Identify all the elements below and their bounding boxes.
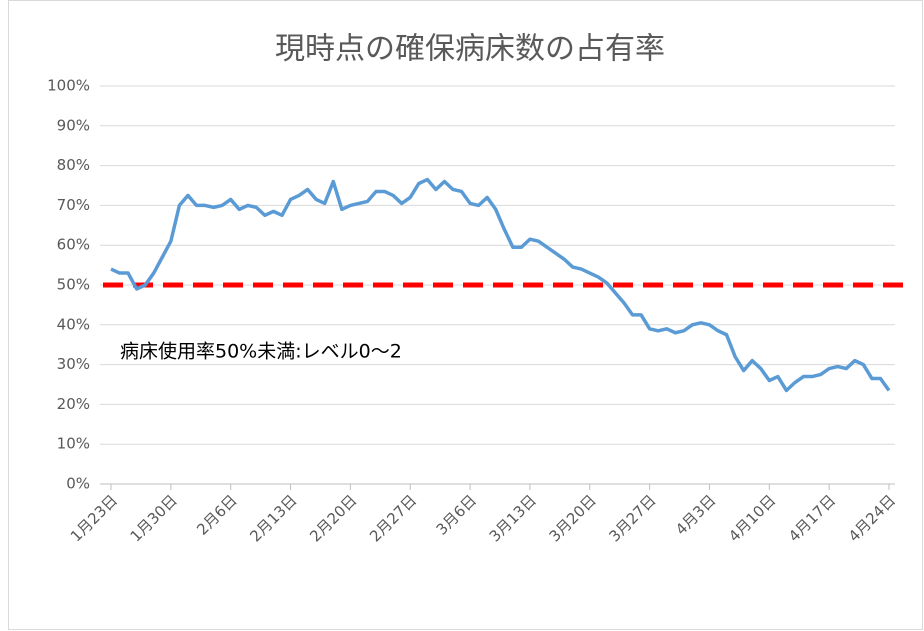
y-tick-label: 40% — [57, 315, 90, 333]
data-line — [110, 177, 891, 393]
y-tick-label: 0% — [66, 475, 90, 493]
chart-title: 現時点の確保病床数の占有率 — [275, 32, 665, 67]
y-tick-label: 10% — [57, 435, 90, 453]
annotation: 病床使用率50%未満:レベル0～2 — [120, 341, 402, 363]
y-tick-label: 70% — [57, 196, 90, 214]
y-tick-label: 20% — [57, 395, 90, 413]
y-tick-label: 90% — [57, 116, 90, 134]
chart-border — [8, 0, 923, 630]
y-tick-label: 50% — [57, 276, 90, 294]
y-tick-label: 100% — [47, 77, 90, 95]
y-tick-label: 30% — [57, 355, 90, 373]
y-tick-label: 80% — [57, 156, 90, 174]
y-tick-label: 60% — [57, 236, 90, 254]
